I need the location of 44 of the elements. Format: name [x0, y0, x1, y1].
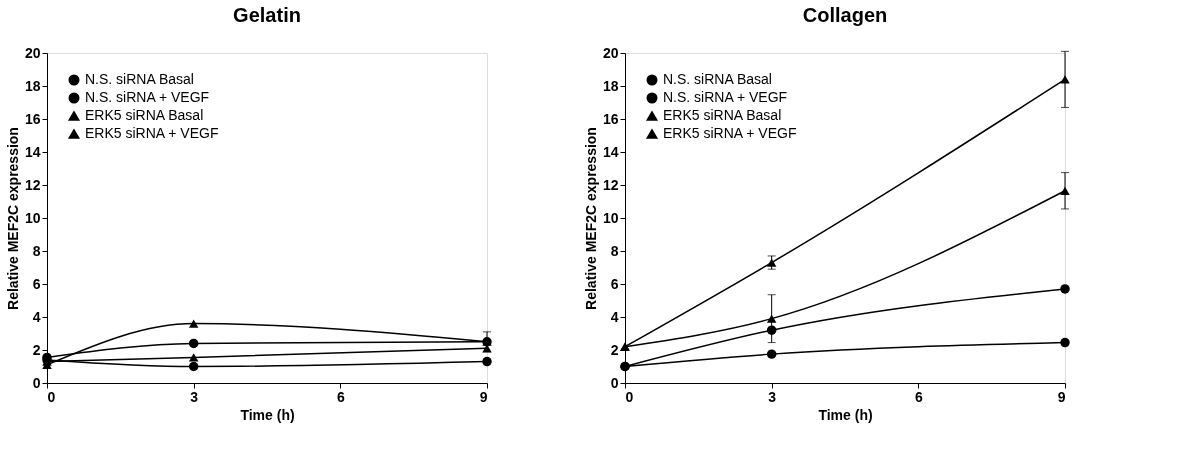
legend-label: N.S. siRNA + VEGF — [663, 89, 788, 105]
x-tick-label: 6 — [336, 388, 345, 405]
y-tick-label: 10 — [24, 209, 41, 226]
y-tick-label: 4 — [610, 308, 619, 325]
y-tick-label: 14 — [24, 143, 41, 160]
y-tick-label: 18 — [602, 77, 619, 94]
y-tick-label: 12 — [602, 176, 619, 193]
y-axis-title: Relative MEF2C expression — [4, 127, 21, 310]
y-tick-label: 2 — [610, 341, 619, 358]
y-tick-label: 4 — [32, 308, 41, 325]
x-tick-label: 0 — [625, 388, 634, 405]
y-tick-label: 14 — [602, 143, 619, 160]
y-tick-label: 18 — [24, 77, 41, 94]
x-tick-label: 9 — [1057, 388, 1066, 405]
y-tick-label: 2 — [32, 341, 41, 358]
legend-label: ERK5 siRNA Basal — [85, 107, 204, 123]
legend-label: ERK5 siRNA + VEGF — [663, 125, 797, 141]
x-tick-label: 6 — [914, 388, 923, 405]
legend-label: N.S. siRNA Basal — [85, 71, 194, 87]
y-tick-label: 6 — [32, 275, 41, 292]
y-tick-label: 8 — [610, 242, 619, 259]
y-tick-label: 0 — [610, 374, 619, 391]
legend-label: ERK5 siRNA Basal — [663, 107, 782, 123]
x-tick-label: 9 — [479, 388, 488, 405]
y-tick-label: 20 — [24, 44, 41, 61]
y-tick-label: 20 — [602, 44, 619, 61]
y-tick-label: 6 — [610, 275, 619, 292]
chart-title: Gelatin — [233, 4, 301, 26]
y-tick-label: 16 — [602, 110, 619, 127]
legend-label: N.S. siRNA Basal — [663, 71, 772, 87]
y-axis-title: Relative MEF2C expression — [582, 127, 599, 310]
x-tick-label: 0 — [47, 388, 56, 405]
chart-title: Collagen — [802, 4, 888, 26]
y-tick-label: 10 — [602, 209, 619, 226]
x-axis-title: Time (h) — [818, 406, 873, 423]
y-tick-label: 8 — [32, 242, 41, 259]
x-tick-label: 3 — [190, 388, 199, 405]
legend-label: N.S. siRNA + VEGF — [85, 89, 210, 105]
legend-label: ERK5 siRNA + VEGF — [85, 125, 219, 141]
y-tick-label: 0 — [32, 374, 41, 391]
y-tick-label: 16 — [24, 110, 41, 127]
x-axis-title: Time (h) — [240, 406, 295, 423]
y-tick-label: 12 — [24, 176, 41, 193]
x-tick-label: 3 — [768, 388, 777, 405]
